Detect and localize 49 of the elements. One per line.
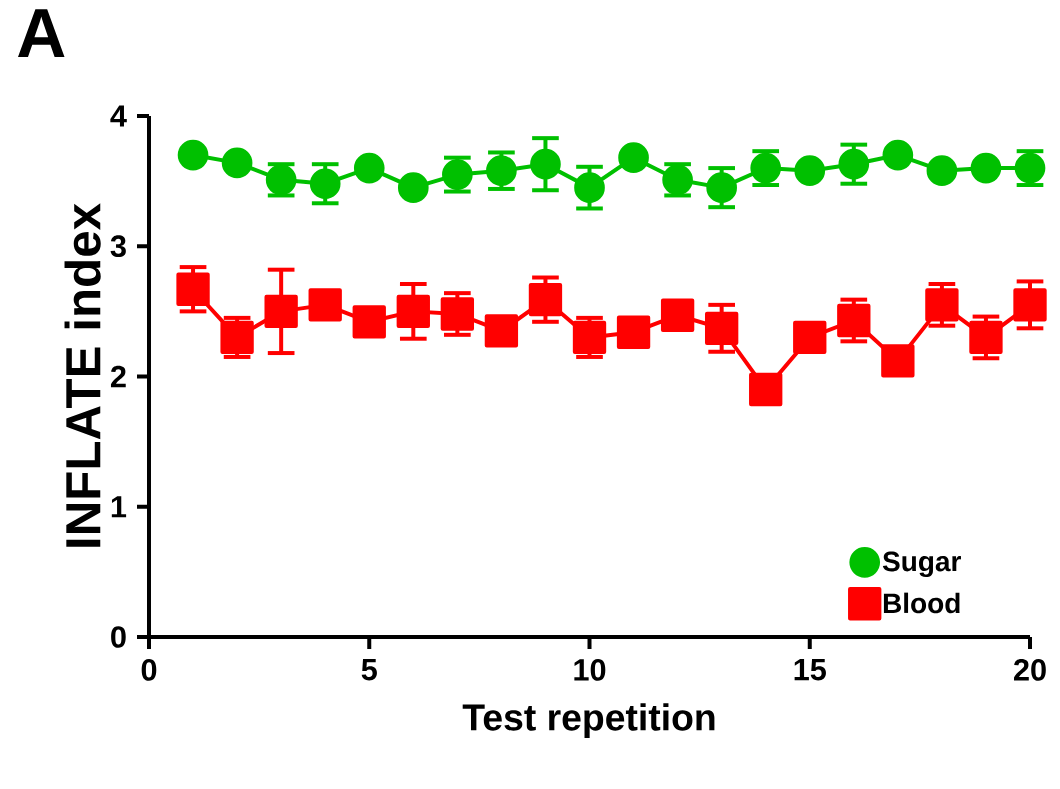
point (926, 155, 958, 187)
point (704, 311, 739, 345)
point (881, 344, 915, 378)
point (793, 320, 827, 355)
point (1013, 288, 1047, 322)
point (749, 372, 783, 407)
point (616, 315, 651, 349)
y-tick-label: 3 (110, 235, 126, 258)
point (925, 288, 959, 322)
point (396, 294, 430, 329)
point (308, 288, 342, 322)
point (970, 152, 1002, 184)
chart-title: A (18, 9, 65, 57)
x-tick-label: 10 (574, 659, 606, 681)
point (618, 142, 649, 174)
point (660, 298, 695, 332)
y-tick-label: 2 (110, 365, 126, 388)
point (220, 320, 254, 355)
point (572, 320, 607, 355)
point (528, 282, 563, 317)
x-axis-title: Test repetition (462, 703, 715, 739)
point (221, 147, 253, 179)
point (353, 152, 385, 184)
point (484, 314, 519, 348)
point (177, 139, 209, 171)
point (397, 172, 429, 203)
y-tick-label: 0 (111, 626, 126, 648)
x-tick-label: 20 (1014, 659, 1046, 681)
legend-label: Blood (883, 592, 960, 614)
point (794, 155, 826, 187)
point (706, 172, 737, 203)
point (882, 139, 914, 171)
point (309, 168, 341, 200)
point (530, 148, 561, 180)
point (969, 320, 1003, 355)
x-tick-label: 15 (794, 659, 826, 681)
y-tick-label: 1 (111, 496, 127, 518)
y-axis-title: INFLATE index (64, 203, 101, 547)
point (264, 294, 298, 329)
x-tick-label: 0 (141, 659, 157, 681)
y-tick-label: 4 (110, 105, 127, 127)
point (574, 172, 605, 203)
point (352, 305, 386, 339)
point (440, 297, 475, 331)
point (837, 303, 871, 338)
x-tick-label: 5 (361, 659, 377, 681)
legend-label: Sugar (882, 551, 961, 578)
point (838, 148, 870, 180)
point (176, 272, 210, 306)
